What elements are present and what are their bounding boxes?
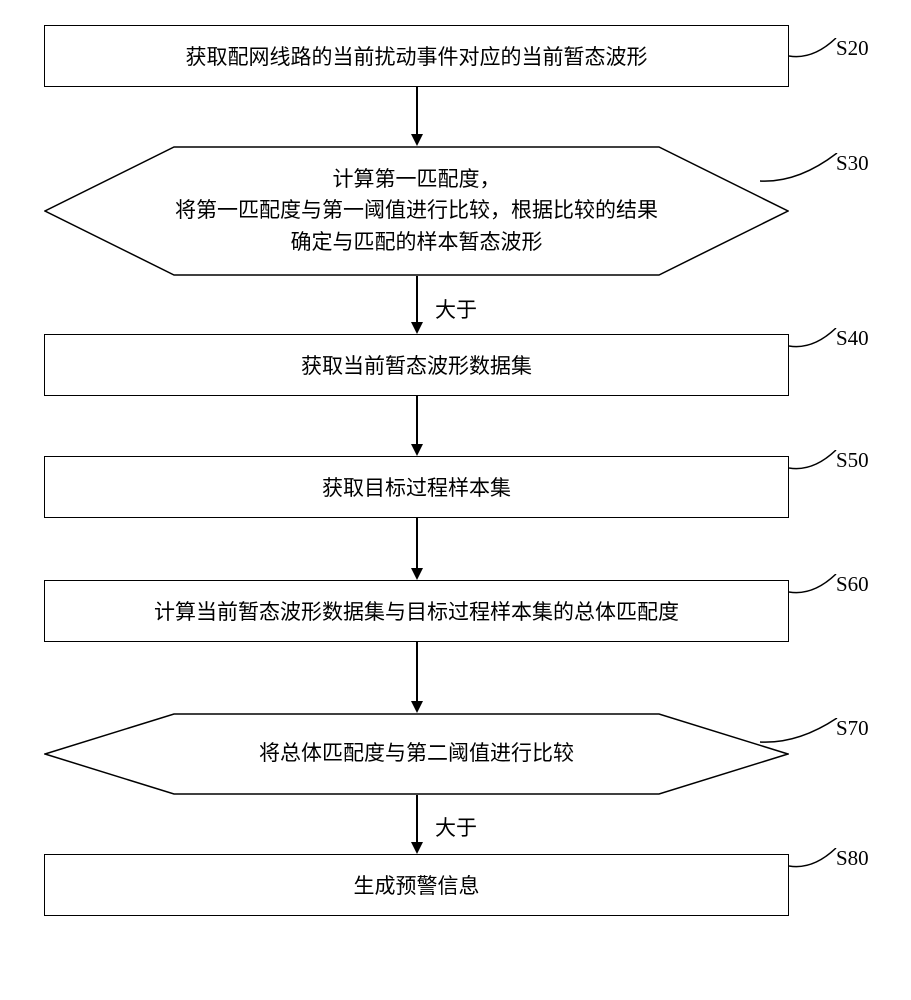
- node-s20: 获取配网线路的当前扰动事件对应的当前暂态波形: [44, 25, 789, 87]
- node-s30: 计算第一匹配度， 将第一匹配度与第一阈值进行比较，根据比较的结果 确定与匹配的样…: [44, 146, 789, 276]
- node-s30-text-wrap: 计算第一匹配度， 将第一匹配度与第一阈值进行比较，根据比较的结果 确定与匹配的样…: [115, 164, 718, 259]
- node-s30-text-line2: 将第一匹配度与第一阈值进行比较，根据比较的结果: [175, 195, 658, 227]
- arrow-s50-s60: [416, 518, 418, 569]
- edge-label-1: 大于: [435, 294, 477, 324]
- label-s60: S60: [836, 572, 869, 597]
- connector-s50-label: [789, 450, 841, 474]
- arrow-head-s70-s80: [411, 842, 423, 854]
- label-s20: S20: [836, 36, 869, 61]
- label-s40: S40: [836, 326, 869, 351]
- node-s80: 生成预警信息: [44, 854, 789, 916]
- arrow-s40-s50: [416, 396, 418, 445]
- node-s50: 获取目标过程样本集: [44, 456, 789, 518]
- arrow-s70-s80: [416, 795, 418, 843]
- node-s50-text: 获取目标过程样本集: [322, 472, 511, 502]
- label-s50: S50: [836, 448, 869, 473]
- connector-s40-label: [789, 328, 841, 352]
- edge-label-2: 大于: [435, 812, 477, 842]
- node-s40: 获取当前暂态波形数据集: [44, 334, 789, 396]
- node-s20-text: 获取配网线路的当前扰动事件对应的当前暂态波形: [186, 41, 648, 71]
- label-s30: S30: [836, 151, 869, 176]
- node-s80-text: 生成预警信息: [354, 870, 480, 900]
- node-s30-text-line1: 计算第一匹配度，: [175, 164, 658, 196]
- arrow-head-s20-s30: [411, 134, 423, 146]
- node-s40-text: 获取当前暂态波形数据集: [301, 350, 532, 380]
- connector-s60-label: [789, 574, 841, 598]
- node-s70-text-wrap: 将总体匹配度与第二阈值进行比较: [199, 738, 634, 770]
- arrow-head-s40-s50: [411, 444, 423, 456]
- label-s70: S70: [836, 716, 869, 741]
- flowchart-container: 获取配网线路的当前扰动事件对应的当前暂态波形 S20 计算第一匹配度， 将第一匹…: [0, 0, 911, 1000]
- arrow-head-s30-s40: [411, 322, 423, 334]
- label-s80: S80: [836, 846, 869, 871]
- arrow-head-s60-s70: [411, 701, 423, 713]
- node-s60-text: 计算当前暂态波形数据集与目标过程样本集的总体匹配度: [154, 596, 679, 626]
- node-s60: 计算当前暂态波形数据集与目标过程样本集的总体匹配度: [44, 580, 789, 642]
- arrow-s30-s40: [416, 276, 418, 323]
- node-s30-text-line3: 确定与匹配的样本暂态波形: [175, 227, 658, 259]
- node-s70: 将总体匹配度与第二阈值进行比较: [44, 713, 789, 795]
- connector-s20-label: [789, 38, 841, 62]
- arrow-head-s50-s60: [411, 568, 423, 580]
- arrow-s60-s70: [416, 642, 418, 702]
- connector-s80-label: [789, 848, 841, 872]
- arrow-s20-s30: [416, 87, 418, 135]
- node-s70-text: 将总体匹配度与第二阈值进行比较: [259, 741, 574, 765]
